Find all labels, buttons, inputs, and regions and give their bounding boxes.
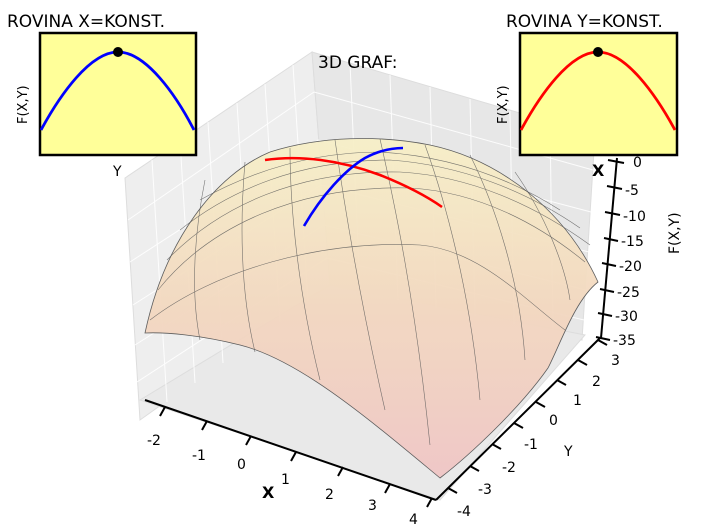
inset-y-const-ylabel: F(X,Y) bbox=[496, 85, 511, 124]
z-tick-label: -5 bbox=[625, 183, 639, 199]
x-tick-label: -1 bbox=[192, 448, 206, 464]
inset-y-const: ROVINA Y=KONST. F(X,Y) bbox=[496, 12, 679, 157]
y-tick-label: 1 bbox=[573, 393, 582, 409]
surface bbox=[144, 138, 599, 479]
z-tick-label: -20 bbox=[619, 259, 642, 275]
inset-x-const: ROVINA X=KONST. Y F(X,Y) bbox=[7, 12, 198, 180]
y-tick-label: -3 bbox=[478, 482, 492, 498]
x-axis-label-top: X bbox=[592, 161, 605, 180]
x-tick-label: -2 bbox=[147, 433, 161, 449]
x-tick-label: 2 bbox=[325, 487, 334, 503]
inset-x-const-title: ROVINA X=KONST. bbox=[7, 12, 165, 32]
y-tick-label: 3 bbox=[611, 353, 620, 369]
x-tick-label: 0 bbox=[237, 457, 246, 473]
z-tick-label: -10 bbox=[623, 209, 646, 225]
y-tick-label: 0 bbox=[549, 413, 558, 429]
z-tick-label: -25 bbox=[617, 285, 640, 301]
x-tick-label: 1 bbox=[281, 472, 290, 488]
z-tick-label: 0 bbox=[633, 155, 642, 171]
surface-red-curve bbox=[264, 156, 443, 209]
z-axis: 0 -5 -10 -15 -20 -25 -30 -35 F(X,Y) bbox=[595, 155, 683, 349]
y-tick-label: 2 bbox=[592, 374, 601, 390]
x-tick-label: 4 bbox=[409, 512, 418, 528]
inset-x-const-xlabel: Y bbox=[112, 164, 122, 180]
inset-x-const-max-marker bbox=[113, 47, 123, 57]
x-tick-label: 3 bbox=[368, 498, 377, 514]
z-tick-label: -30 bbox=[615, 309, 638, 325]
y-tick-label: -1 bbox=[524, 437, 538, 453]
x-axis: -2 -1 0 1 2 3 4 X bbox=[144, 399, 437, 528]
y-axis: -4 -3 -2 -1 0 1 2 3 Y bbox=[435, 337, 620, 520]
z-tick-label: -35 bbox=[613, 333, 636, 349]
x-axis-label: X bbox=[262, 483, 275, 502]
surface-blue-curve bbox=[302, 146, 404, 227]
inset-y-const-title: ROVINA Y=KONST. bbox=[506, 12, 663, 32]
z-axis-label: F(X,Y) bbox=[667, 212, 683, 254]
z-tick-label: -15 bbox=[621, 234, 644, 250]
y-tick-label: -2 bbox=[502, 460, 516, 476]
surface-title: 3D GRAF: bbox=[318, 53, 397, 73]
y-axis-label: Y bbox=[563, 444, 573, 460]
surface-mesh bbox=[144, 138, 599, 479]
inset-y-const-max-marker bbox=[593, 47, 603, 57]
y-tick-label: -4 bbox=[457, 504, 471, 520]
inset-x-const-ylabel: F(X,Y) bbox=[16, 85, 31, 124]
